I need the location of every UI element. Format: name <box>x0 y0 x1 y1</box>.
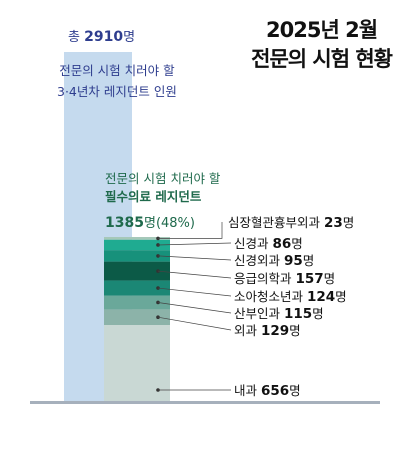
total-value: 2910 <box>84 29 124 45</box>
title-line-2: 전문의 시험 현황 <box>251 47 393 71</box>
total-label: 총 2910명 <box>68 26 135 45</box>
bar-segment-6 <box>104 295 170 310</box>
bar-segment-5 <box>104 280 170 296</box>
leader-line-5 <box>157 287 232 297</box>
essential-desc-line-1: 전문의 시험 치러야 할 <box>105 171 221 186</box>
essential-pct: (48%) <box>155 216 195 231</box>
bar-segment-2 <box>104 239 170 251</box>
essential-desc-line-2: 필수의료 레지던트 <box>105 189 202 204</box>
total-desc-line-2: 3·4년차 레지던트 인원 <box>57 84 177 99</box>
essential-value: 1385 <box>105 215 144 231</box>
essential-unit: 명 <box>143 216 156 231</box>
baseline <box>30 401 380 404</box>
chart-title: 2025년 2월 전문의 시험 현황 <box>251 16 393 74</box>
segment-label-5: 소아청소년과 124명 <box>234 289 347 305</box>
segment-label-8: 내과 656명 <box>234 383 301 399</box>
total-unit: 명 <box>123 30 136 45</box>
segment-label-1: 심장혈관흉부외과 23명 <box>228 215 354 231</box>
bar-segment-8 <box>104 325 170 403</box>
leader-dot-3 <box>156 254 160 258</box>
bar-segment-4 <box>104 261 170 281</box>
segment-label-3: 신경외과 95명 <box>234 253 314 269</box>
leader-line-7 <box>157 316 232 331</box>
leader-line-6 <box>157 302 232 314</box>
segment-label-6: 산부인과 115명 <box>234 306 324 322</box>
title-line-1: 2025년 2월 <box>266 18 378 42</box>
leader-line-3 <box>157 255 232 261</box>
leader-line-4 <box>157 270 232 279</box>
essential-description: 전문의 시험 치러야 할 필수의료 레지던트 <box>105 170 220 206</box>
total-description: 전문의 시험 치러야 할 3·4년차 레지던트 인원 <box>57 60 177 102</box>
segment-label-7: 외과 129명 <box>234 323 301 339</box>
essential-count: 1385명(48%) <box>105 212 195 231</box>
segment-label-4: 응급의학과 157명 <box>234 271 335 287</box>
bar-segment-3 <box>104 250 170 262</box>
leader-line-2 <box>157 242 232 246</box>
bar-segment-7 <box>104 309 170 325</box>
total-prefix: 총 <box>68 30 80 45</box>
bar-segment-1 <box>104 237 170 240</box>
total-desc-line-1: 전문의 시험 치러야 할 <box>59 63 175 78</box>
leader-line-1 <box>158 222 223 239</box>
segment-label-2: 신경과 86명 <box>234 236 303 252</box>
